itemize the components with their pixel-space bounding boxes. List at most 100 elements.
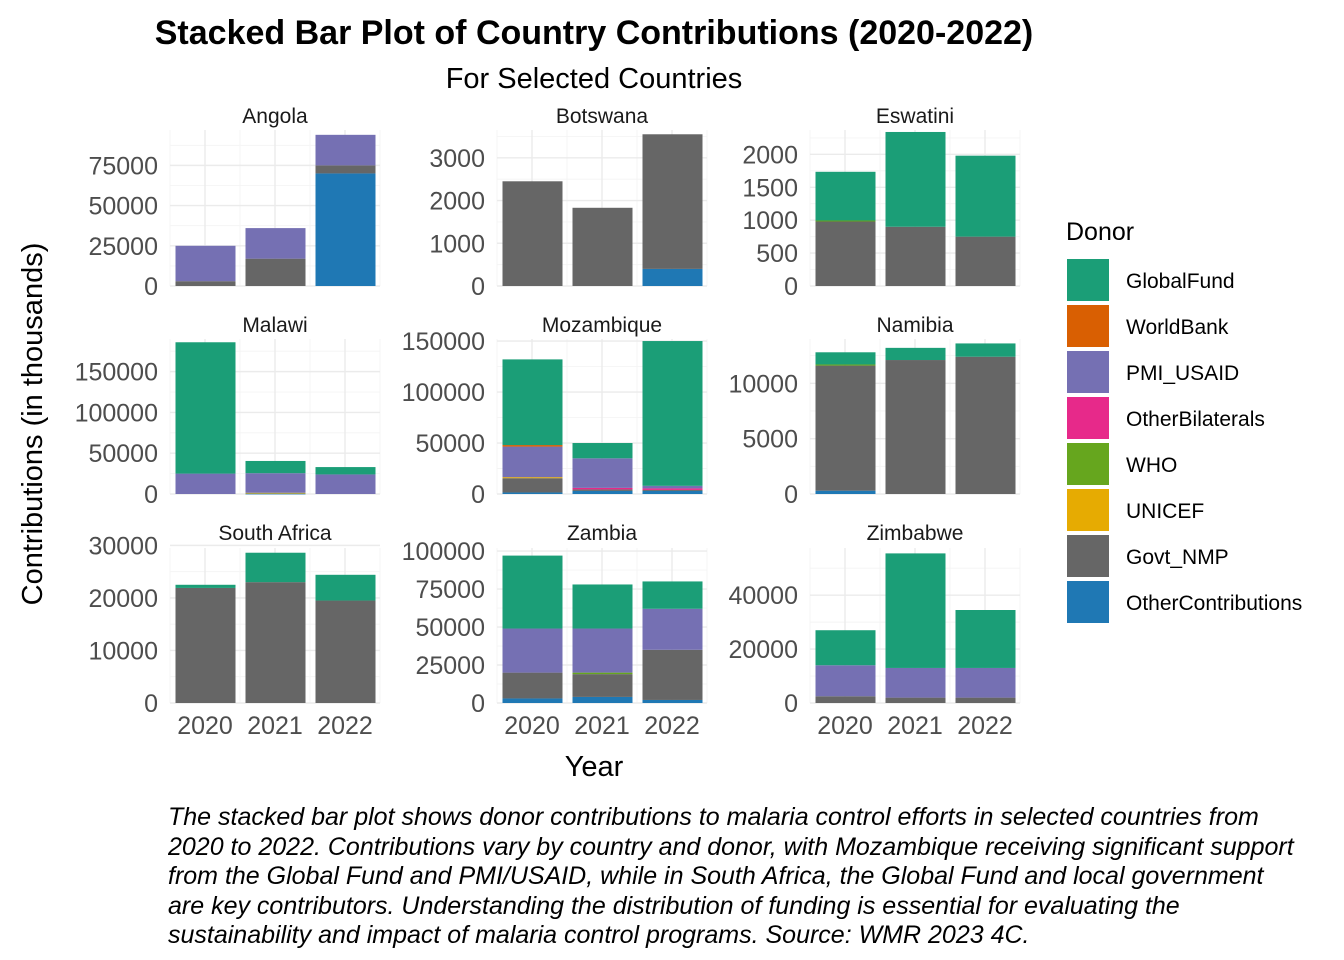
legend-label-othercontributions: OtherContributions [1126,592,1302,615]
bar-mozambique-2020-worldbank [502,445,563,447]
bar-zambia-2020-govt-nmp [502,672,563,699]
bar-zimbabwe-2021-govt-nmp [885,697,946,703]
bar-zimbabwe-2022-globalfund [955,610,1016,668]
y-tick-label: 0 [144,690,158,718]
y-tick-label: 500 [756,240,798,268]
y-tick-label: 0 [471,690,485,718]
legend-label-unicef: UNICEF [1126,500,1204,523]
facet-label-mozambique: Mozambique [542,314,662,337]
bar-namibia-2020-govt-nmp [815,365,876,491]
x-tick-label: 2022 [317,712,373,740]
caption-line-1: The stacked bar plot shows donor contrib… [168,803,1259,831]
bar-zambia-2020-pmi-usaid [502,628,563,673]
legend-key-othercontributions [1067,581,1109,623]
facet-panel-zimbabwe: 0 20000 40000 Zimbabwe 2020 2021 2022 [728,522,1021,740]
y-tick-label: 0 [471,273,485,301]
legend-label-otherbilaterals: OtherBilaterals [1126,408,1265,431]
legend-key-who [1067,443,1109,485]
bar-south-africa-2022-govt-nmp [315,600,376,703]
bar-zambia-2021-globalfund [572,584,633,629]
facet-panel-angola: 0 25000 50000 75000 Angola [88,105,381,301]
legend-label-govt-nmp: Govt_NMP [1126,546,1229,569]
bar-mozambique-2021-globalfund [572,443,633,459]
y-tick-label: 0 [784,690,798,718]
bar-malawi-2020-pmi-usaid [175,473,236,494]
x-tick-label: 2022 [644,712,700,740]
bar-zimbabwe-2022-pmi-usaid [955,667,1016,698]
bar-zimbabwe-2020-globalfund [815,630,876,666]
bar-mozambique-2020-globalfund [502,359,563,446]
legend: Donor GlobalFund WorldBank PMI_USAID OtherB… [1066,218,1302,623]
y-tick-label: 0 [471,481,485,509]
bar-zambia-2021-pmi-usaid [572,628,633,673]
y-tick-label: 1000 [429,230,485,258]
bar-malawi-2020-globalfund [175,342,236,474]
bar-zambia-2020-othercontributions [502,698,563,703]
bar-zambia-2022-govt-nmp [642,649,703,700]
legend-key-otherbilaterals [1067,397,1109,439]
y-tick-label: 100000 [402,379,485,407]
legend-key-pmi-usaid [1067,351,1109,393]
bar-botswana-2022-govt-nmp [642,134,703,269]
bar-eswatini-2022-govt-nmp [955,236,1016,286]
bar-south-africa-2020-govt-nmp [175,587,236,703]
caption: The stacked bar plot shows donor contrib… [168,803,1344,951]
bar-mozambique-2021-pmi-usaid [572,458,633,488]
caption-line-3: from the Global Fund and PMI/USAID, whil… [168,862,1264,890]
bar-namibia-2020-globalfund [815,352,876,365]
facet-panel-mozambique: 0 50000 100000 150000 Mozambique [402,314,708,509]
bar-namibia-2021-globalfund [885,347,946,361]
bar-zambia-2022-pmi-usaid [642,608,703,650]
bar-eswatini-2021-globalfund [885,131,946,227]
x-tick-label: 2020 [817,712,873,740]
y-tick-label: 10000 [88,637,158,665]
y-tick-label: 100000 [402,538,485,566]
bar-angola-2020-pmi-usaid [175,245,236,282]
facet-panel-south-africa: 0 10000 20000 30000 South Africa 2020 2021 2022 [88,522,381,740]
bar-angola-2022-othercontributions [315,173,376,286]
bar-eswatini-2020-govt-nmp [815,221,876,286]
bar-zimbabwe-2022-govt-nmp [955,697,1016,703]
legend-key-globalfund [1067,259,1109,301]
y-tick-label: 50000 [415,614,485,642]
bar-eswatini-2020-who [815,220,876,222]
y-tick-label: 40000 [728,582,798,610]
bar-eswatini-2021-govt-nmp [885,226,946,286]
y-tick-label: 150000 [402,328,485,356]
facet-label-south-africa: South Africa [218,522,332,545]
bar-mozambique-2020-unicef [502,477,563,479]
bar-mozambique-2020-othercontributions [502,492,563,494]
y-tick-label: 3000 [429,145,485,173]
y-tick-label: 0 [784,273,798,301]
legend-label-who: WHO [1126,454,1177,477]
bar-south-africa-2022-globalfund [315,574,376,601]
bar-angola-2020-govt-nmp [175,281,236,286]
bar-angola-2021-pmi-usaid [245,228,306,259]
y-tick-label: 30000 [88,532,158,560]
bar-malawi-2021-unicef [245,492,306,494]
bar-mozambique-2021-govt-nmp [572,489,633,491]
bar-zimbabwe-2020-govt-nmp [815,696,876,703]
bar-namibia-2020-othercontributions [815,490,876,494]
bar-malawi-2021-pmi-usaid [245,473,306,493]
bar-namibia-2020-who [815,364,876,366]
bar-mozambique-2022-otherbilaterals [642,488,703,490]
bar-zimbabwe-2020-pmi-usaid [815,665,876,697]
facet-label-namibia: Namibia [876,314,953,337]
bar-south-africa-2021-globalfund [245,552,306,583]
bar-botswana-2022-othercontributions [642,268,703,286]
bar-zambia-2021-govt-nmp [572,674,633,697]
y-tick-label: 20000 [88,585,158,613]
legend-title: Donor [1066,218,1134,246]
bar-south-africa-2020-globalfund [175,584,236,588]
bar-botswana-2020-govt-nmp [502,181,563,286]
bar-mozambique-2021-othercontributions [572,490,633,494]
y-tick-label: 5000 [742,426,798,454]
bar-zimbabwe-2021-pmi-usaid [885,667,946,698]
bar-angola-2021-govt-nmp [245,258,306,286]
x-tick-label: 2021 [247,712,303,740]
chart-subtitle: For Selected Countries [446,63,743,95]
x-tick-label: 2020 [504,712,560,740]
facet-label-zambia: Zambia [567,522,637,545]
bar-eswatini-2020-globalfund [815,171,876,221]
